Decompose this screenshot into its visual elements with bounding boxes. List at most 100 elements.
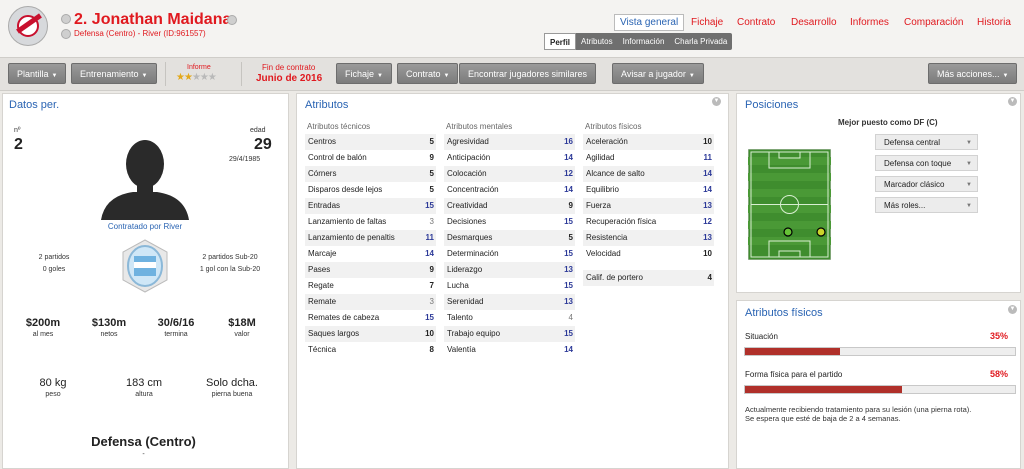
attribute-value: 15	[425, 201, 434, 210]
contracted-link[interactable]: Contratado por River	[107, 222, 183, 231]
pitch-diagram[interactable]	[748, 149, 831, 260]
attribute-row[interactable]: Marcaje 14	[305, 246, 436, 262]
attribute-row[interactable]: Desmarques 5	[444, 230, 575, 246]
attribute-row[interactable]: Centros 5	[305, 134, 436, 150]
attribute-row[interactable]: Córners 5	[305, 166, 436, 182]
attribute-row[interactable]: Entradas 15	[305, 198, 436, 214]
attribute-row[interactable]: Regate 7	[305, 278, 436, 294]
attribute-row[interactable]: Creatividad 9	[444, 198, 575, 214]
attribute-row[interactable]: Velocidad 10	[583, 246, 714, 262]
nav-contrato[interactable]: Contrato	[737, 17, 776, 28]
attribute-row[interactable]: Control de balón 9	[305, 150, 436, 166]
subtab-perfil[interactable]: Perfil	[544, 33, 577, 50]
similar-players-button[interactable]: Encontrar jugadores similares	[459, 63, 597, 84]
panel-menu-icon[interactable]: ▼	[1008, 97, 1017, 106]
role-marcador-clasico[interactable]: Marcador clásico ▼	[875, 176, 978, 192]
attribute-row[interactable]: Trabajo equipo 15	[444, 326, 575, 342]
national-team-badge[interactable]	[117, 238, 173, 294]
attribute-row[interactable]: Recuperación física 12	[583, 214, 714, 230]
entrenamiento-button[interactable]: Entrenamiento ▼	[71, 63, 157, 84]
attribute-row[interactable]: Saques largos 10	[305, 326, 436, 342]
goalkeeper-rating-row[interactable]: Calif. de portero 4	[583, 270, 714, 286]
attribute-value: 14	[703, 185, 712, 194]
favourite-icon[interactable]	[61, 14, 71, 24]
attribute-row[interactable]: Aceleración 10	[583, 134, 714, 150]
avisar-button[interactable]: Avisar a jugador ▼	[612, 63, 704, 84]
attribute-row[interactable]: Agresividad 16	[444, 134, 575, 150]
attribute-row[interactable]: Lanzamiento de faltas 3	[305, 214, 436, 230]
attribute-name: Remates de cabeza	[308, 313, 380, 322]
goals: 0 goles	[42, 266, 66, 273]
chevron-down-icon: ▼	[688, 73, 695, 79]
nav-historia[interactable]: Historia	[977, 17, 1011, 28]
attribute-row[interactable]: Equilibrio 14	[583, 182, 714, 198]
attribute-row[interactable]: Pases 9	[305, 262, 436, 278]
more-roles-button[interactable]: Más roles... ▼	[875, 197, 978, 213]
attribute-row[interactable]: Valentía 14	[444, 342, 575, 358]
attribute-row[interactable]: Remate 3	[305, 294, 436, 310]
attribute-row[interactable]: Disparos desde lejos 5	[305, 182, 436, 198]
attribute-name: Serenidad	[447, 297, 484, 306]
attribute-row[interactable]: Colocación 12	[444, 166, 575, 182]
attribute-row[interactable]: Determinación 15	[444, 246, 575, 262]
star-rating[interactable]: ★★★★★	[176, 72, 217, 83]
attribute-row[interactable]: Lanzamiento de penaltis 11	[305, 230, 436, 246]
attribute-row[interactable]: Anticipación 14	[444, 150, 575, 166]
attribute-row[interactable]: Remates de cabeza 15	[305, 310, 436, 326]
club-crest[interactable]	[8, 6, 48, 46]
attribute-row[interactable]: Resistencia 13	[583, 230, 714, 246]
toolbar-divider	[165, 62, 166, 86]
attribute-row[interactable]: Agilidad 11	[583, 150, 714, 166]
attribute-row[interactable]: Liderazgo 13	[444, 262, 575, 278]
attribute-row[interactable]: Alcance de salto 14	[583, 166, 714, 182]
chevron-down-icon: ▼	[966, 182, 972, 188]
attribute-value: 15	[425, 313, 434, 322]
role-defensa-central[interactable]: Defensa central ▼	[875, 134, 978, 150]
attribute-value: 15	[564, 217, 573, 226]
wage-label: al mes	[32, 331, 54, 338]
position-marker-primary	[783, 227, 793, 237]
attribute-row[interactable]: Concentración 14	[444, 182, 575, 198]
role-label: Más roles...	[884, 201, 926, 210]
nav-desarrollo[interactable]: Desarrollo	[791, 17, 837, 28]
attribute-name: Equilibrio	[586, 185, 619, 194]
attribute-name: Regate	[308, 281, 334, 290]
subtab-informacion[interactable]: Información	[622, 37, 665, 46]
panel-menu-icon[interactable]: ▼	[1008, 305, 1017, 314]
situacion-value: 35%	[990, 331, 1009, 341]
attribute-row[interactable]: Técnica 8	[305, 342, 436, 358]
contrato-label: Contrato	[406, 69, 441, 79]
subtab-atributos[interactable]: Atributos	[581, 37, 613, 46]
subtab-charla-privada[interactable]: Charla Privada	[674, 37, 728, 46]
attribute-value: 14	[564, 185, 573, 194]
nav-vista-general[interactable]: Vista general	[614, 14, 685, 31]
contract-end-value: Junio de 2016	[256, 73, 323, 84]
attribute-row[interactable]: Serenidad 13	[444, 294, 575, 310]
nav-fichaje[interactable]: Fichaje	[691, 17, 724, 28]
panel-menu-icon[interactable]: ▼	[712, 97, 721, 106]
fichaje-button[interactable]: Fichaje ▼	[336, 63, 392, 84]
wage-value: $200m	[25, 317, 61, 329]
attribute-row[interactable]: Fuerza 13	[583, 198, 714, 214]
datos-title: Datos per.	[9, 99, 60, 111]
caps: 2 partidos	[38, 254, 70, 261]
chevron-down-icon: ▼	[966, 140, 972, 146]
info-icon[interactable]	[61, 29, 71, 39]
attribute-name: Lucha	[447, 281, 469, 290]
nav-comparacion[interactable]: Comparación	[904, 17, 964, 28]
more-actions-button[interactable]: Más acciones... ▼	[928, 63, 1018, 84]
attribute-row[interactable]: Decisiones 15	[444, 214, 575, 230]
attribute-row[interactable]: Talento 4	[444, 310, 575, 326]
attribute-value: 9	[568, 201, 573, 210]
nav-informes[interactable]: Informes	[850, 17, 889, 28]
attribute-row[interactable]: Lucha 15	[444, 278, 575, 294]
role-defensa-con-toque[interactable]: Defensa con toque ▼	[875, 155, 978, 171]
expiry-value: 30/6/16	[157, 317, 195, 329]
contrato-button[interactable]: Contrato ▼	[397, 63, 459, 84]
plantilla-button[interactable]: Plantilla ▼	[8, 63, 67, 84]
attribute-value: 4	[568, 313, 573, 322]
star-icon: ★	[183, 72, 193, 83]
attribute-value: 10	[703, 137, 712, 146]
star-icon: ★	[191, 72, 201, 83]
player-menu-icon[interactable]	[227, 15, 237, 25]
